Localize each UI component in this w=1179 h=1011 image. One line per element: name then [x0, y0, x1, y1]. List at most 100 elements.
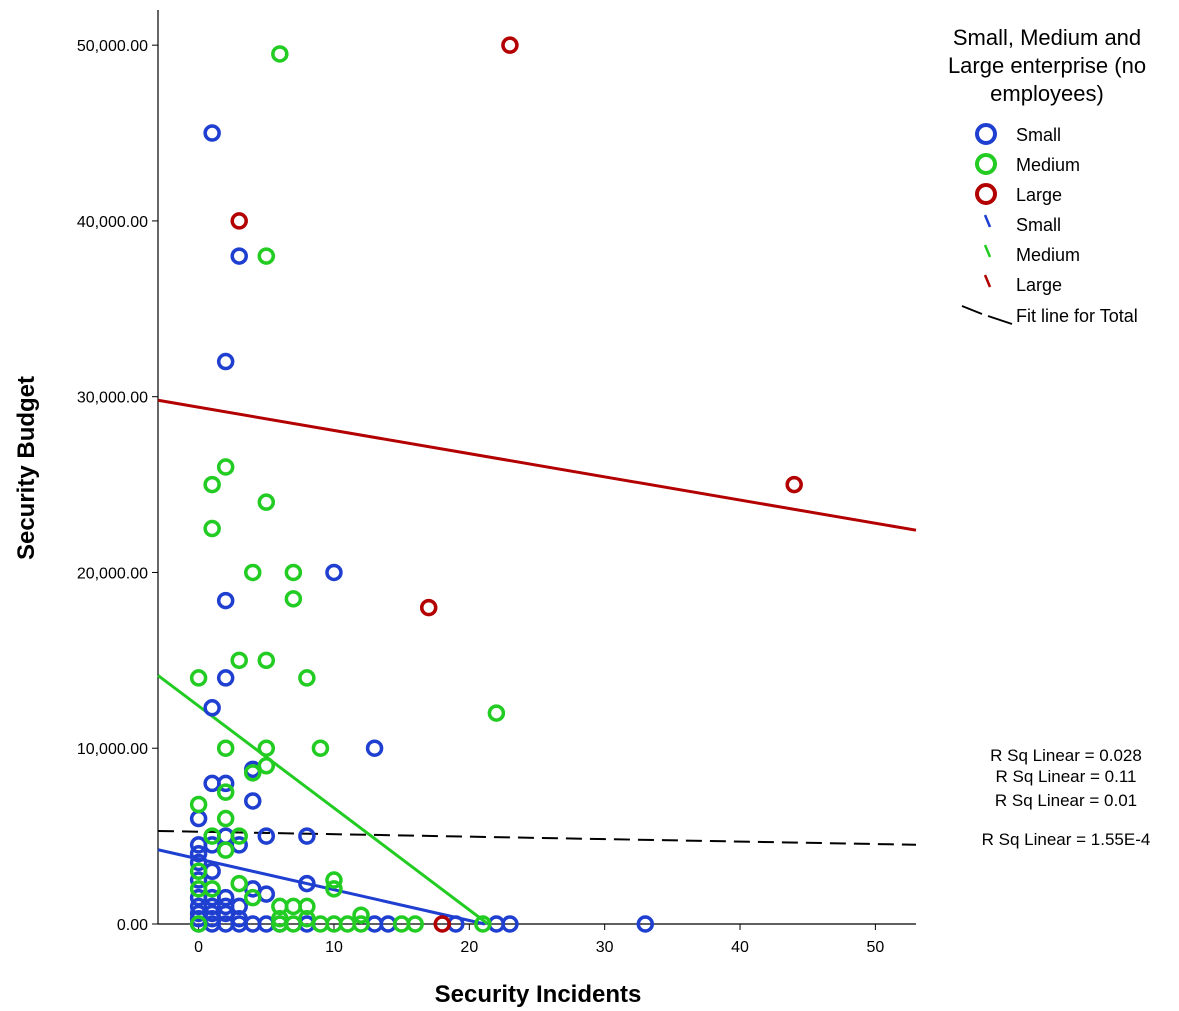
data-points	[189, 36, 803, 933]
data-point-medium	[257, 493, 276, 511]
data-point-small	[325, 563, 343, 582]
data-point-small	[189, 844, 208, 863]
data-point-large	[433, 915, 451, 933]
data-point-medium	[487, 704, 506, 722]
data-point-small	[298, 827, 316, 845]
x-axis-title: Security Incidents	[435, 981, 642, 1008]
data-point-medium	[244, 563, 262, 582]
data-point-medium	[230, 651, 248, 670]
legend-title-line: Large enterprise (no	[948, 53, 1146, 78]
data-point-medium	[203, 827, 221, 845]
data-point-medium	[325, 871, 343, 889]
legend-title: Small, Medium and Large enterprise (no emp…	[948, 25, 1146, 106]
data-point-small	[216, 888, 235, 907]
r-squared-annotations: R Sq Linear = 0.028 R Sq Linear = 0.11 R S…	[982, 746, 1151, 849]
y-tick-label: 0.00	[117, 917, 148, 934]
data-point-large	[785, 475, 803, 494]
data-point-medium	[203, 880, 221, 898]
data-point-medium	[189, 669, 208, 687]
legend-line-label-large: Large	[1016, 275, 1062, 295]
data-point-large	[230, 212, 248, 230]
chart-axes	[157, 10, 916, 925]
r-squared-annotation: R Sq Linear = 0.11	[996, 767, 1137, 786]
data-point-medium	[352, 915, 370, 933]
y-tick-label: 20,000.00	[77, 565, 148, 582]
data-point-medium	[216, 841, 235, 859]
fit-line-medium	[157, 674, 489, 926]
data-point-large	[501, 36, 519, 54]
data-point-small	[501, 915, 519, 933]
data-point-medium	[474, 915, 492, 933]
data-point-medium	[203, 475, 221, 494]
x-tick-label: 30	[596, 939, 614, 956]
y-tick-label: 30,000.00	[77, 390, 148, 407]
data-point-small	[216, 352, 235, 371]
data-point-small	[216, 774, 235, 793]
data-point-medium	[257, 651, 276, 670]
data-point-medium	[298, 669, 316, 687]
data-point-medium	[311, 739, 330, 757]
data-point-medium	[284, 915, 303, 933]
legend: Small, Medium and Large enterprise (no emp…	[948, 25, 1146, 326]
legend-title-line: Small, Medium and	[953, 25, 1141, 50]
data-point-medium	[189, 862, 208, 881]
legend-label-large: Large	[1016, 185, 1062, 205]
y-axis-ticks: 0.00 10,000.00 20,000.00 30,000.00 40,000.00…	[77, 38, 158, 934]
data-point-medium	[257, 739, 276, 757]
data-point-medium	[230, 827, 248, 845]
legend-label-total: Fit line for Total	[1016, 306, 1138, 326]
data-point-medium	[230, 874, 248, 893]
legend-label-medium: Medium	[1016, 155, 1080, 175]
data-point-medium	[244, 888, 262, 907]
data-point-small	[203, 124, 221, 142]
data-point-small	[203, 699, 221, 717]
data-point-medium	[216, 809, 235, 828]
data-point-small	[636, 915, 655, 933]
legend-line-label-medium: Medium	[1016, 245, 1080, 265]
legend-items: Small Medium Large Small Medium Large Fit line…	[961, 123, 1138, 326]
data-point-small	[244, 792, 262, 810]
data-point-small	[189, 871, 208, 889]
data-point-small	[298, 874, 316, 893]
data-point-small	[189, 853, 208, 872]
legend-marker-large	[975, 183, 997, 205]
data-point-medium	[189, 795, 208, 814]
data-point-small	[257, 827, 276, 845]
data-point-medium	[244, 764, 262, 782]
fit-line-small	[157, 848, 486, 926]
data-point-small	[230, 247, 248, 265]
legend-title-line: employees)	[990, 81, 1104, 106]
legend-line-total-seg1	[961, 305, 983, 315]
y-axis-title: Security Budget	[13, 376, 40, 560]
data-point-small	[216, 669, 235, 687]
fit-line-large	[157, 398, 917, 532]
data-point-medium	[406, 915, 424, 933]
legend-line-label-small: Small	[1016, 215, 1061, 235]
x-tick-label: 20	[460, 939, 478, 956]
legend-marker-medium	[975, 153, 997, 175]
data-point-medium	[257, 757, 276, 775]
y-tick-label: 50,000.00	[77, 38, 148, 55]
x-tick-label: 10	[325, 939, 343, 956]
y-tick-label: 40,000.00	[77, 214, 148, 231]
data-point-medium	[284, 563, 303, 582]
y-tick-label: 10,000.00	[77, 741, 148, 758]
data-point-large	[419, 598, 438, 617]
data-point-small	[189, 809, 208, 828]
x-axis-ticks: 0 10 20 30 40 50	[194, 924, 884, 956]
data-point-medium	[325, 880, 343, 898]
data-point-medium	[352, 906, 370, 924]
x-tick-label: 40	[731, 939, 749, 956]
x-tick-label: 50	[866, 939, 884, 956]
fit-line-total	[157, 829, 917, 846]
legend-label-small: Small	[1016, 125, 1061, 145]
data-point-medium	[216, 458, 235, 476]
data-point-medium	[257, 247, 276, 265]
data-point-small	[365, 739, 384, 757]
data-point-small	[216, 591, 235, 610]
r-squared-annotation: R Sq Linear = 0.028	[990, 746, 1142, 765]
r-squared-annotation: R Sq Linear = 1.55E-4	[982, 830, 1151, 849]
data-point-medium	[216, 739, 235, 757]
legend-line-small	[983, 214, 992, 228]
